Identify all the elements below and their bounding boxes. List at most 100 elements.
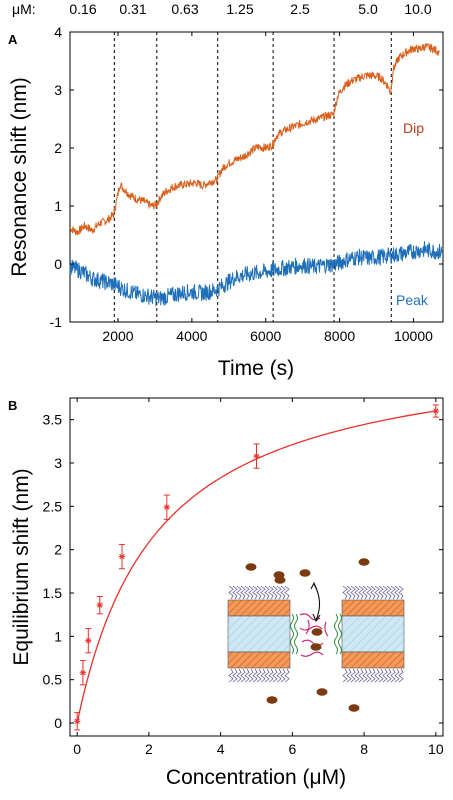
panel-a-plot-frame xyxy=(69,31,444,323)
lipid-chain xyxy=(236,585,242,600)
panel-b-data-points xyxy=(73,404,440,731)
data-point xyxy=(79,660,87,686)
lipid-chain xyxy=(256,585,262,600)
lipid-chain xyxy=(256,668,262,683)
lipid-chain xyxy=(386,668,392,683)
lipid-chain xyxy=(358,585,364,600)
panel-b-x-axis-title: Concentration (μM) xyxy=(166,766,346,789)
y-tick-label: 1.5 xyxy=(43,585,63,601)
lipid-chain xyxy=(248,585,254,600)
lipid-chain xyxy=(378,585,384,600)
molecule-icon xyxy=(310,643,322,651)
data-point xyxy=(432,404,440,418)
concentration-label: 2.5 xyxy=(290,1,310,17)
data-point xyxy=(73,712,81,731)
lipid-chain xyxy=(232,668,238,683)
concentration-label: 1.25 xyxy=(226,1,253,17)
series-line-dip xyxy=(69,43,440,236)
y-tick-label: 0 xyxy=(54,256,62,272)
lipid-chain xyxy=(366,585,372,600)
panel-b-x-ticks: 0 2 4 6 8 10 xyxy=(73,398,444,757)
lipid-chain xyxy=(390,585,396,600)
lipid-chain xyxy=(276,668,282,683)
data-point xyxy=(96,595,103,615)
y-tick-label: 2 xyxy=(54,542,62,558)
membrane-nanopore-schematic xyxy=(227,558,405,712)
lipid-chain xyxy=(228,585,234,600)
y-tick-label: 4 xyxy=(54,24,62,40)
concentration-label: 10.0 xyxy=(404,1,431,17)
concentration-label: 0.31 xyxy=(119,1,146,17)
lipid-chain xyxy=(268,585,274,600)
y-tick-label: 1 xyxy=(54,628,62,644)
x-tick-label: 0 xyxy=(73,741,81,757)
lipid-chain xyxy=(284,585,290,600)
data-point xyxy=(118,543,126,570)
lipid-chain xyxy=(236,668,242,683)
molecule-icon xyxy=(274,576,286,584)
lipid-chain xyxy=(272,668,278,683)
molecule-icon xyxy=(316,688,328,696)
lipid-chain xyxy=(268,668,274,683)
lipid-chain xyxy=(350,668,356,683)
x-tick-label: 10 xyxy=(428,741,444,757)
panel-a-letter: A xyxy=(8,32,18,47)
pore-wall-coating xyxy=(290,613,342,655)
concentration-labels: 0.16 0.31 0.63 1.25 2.5 5.0 10.0 xyxy=(69,1,431,17)
x-tick-label: 10000 xyxy=(394,328,433,344)
binding-arrow xyxy=(310,581,321,623)
lipid-chain xyxy=(244,668,250,683)
lipid-chain xyxy=(382,668,388,683)
series-label-peak: Peak xyxy=(396,292,429,308)
series-label-dip: Dip xyxy=(403,120,424,136)
lipid-chain xyxy=(386,585,392,600)
concentration-label: 0.16 xyxy=(69,1,96,17)
x-tick-label: 2 xyxy=(145,741,153,757)
right-blue-core xyxy=(341,615,405,653)
lipid-chain xyxy=(240,668,246,683)
right-orange-top xyxy=(341,599,405,617)
fit-curve-line xyxy=(76,410,436,724)
lipid-chain xyxy=(390,668,396,683)
panel-b-y-ticks: 0 0.5 1 1.5 2 2.5 3 3.5 xyxy=(43,412,443,731)
lipid-chain xyxy=(232,585,238,600)
panel-a-x-axis-title: Time (s) xyxy=(218,357,294,380)
y-tick-label: 2 xyxy=(54,140,62,156)
lipid-chain xyxy=(284,668,290,683)
lipid-chain xyxy=(260,585,266,600)
lipid-chain xyxy=(252,668,258,683)
lipid-chain xyxy=(346,585,352,600)
molecule-icon xyxy=(311,628,323,636)
lipid-chain xyxy=(374,585,380,600)
lipid-chain xyxy=(394,585,400,600)
molecule-icon xyxy=(358,558,370,566)
molecule-icon xyxy=(348,704,360,712)
lipid-chain xyxy=(252,585,258,600)
lipid-chain xyxy=(240,585,246,600)
panel-a-chart: A μM: 0.16 0.31 0.63 1.25 2.5 5.0 10.0 2000 400… xyxy=(8,1,444,380)
lipid-chain xyxy=(280,585,286,600)
lipid-chain xyxy=(362,585,368,600)
data-point xyxy=(85,628,92,654)
molecule-icon xyxy=(266,696,278,704)
lipid-chain xyxy=(394,668,400,683)
lipid-chain xyxy=(370,585,376,600)
concentration-prefix: μM: xyxy=(12,1,36,17)
lipid-chain xyxy=(362,668,368,683)
lipid-chain xyxy=(366,668,372,683)
lipid-chain xyxy=(354,585,360,600)
panel-b-chart: B 0 2 4 6 8 10 0 0.5 1 1.5 2 2.5 3 3.5 Concentration… xyxy=(8,397,444,789)
lipid-chain xyxy=(276,585,282,600)
lipid-chain xyxy=(264,585,270,600)
lipid-chain xyxy=(264,668,270,683)
lipid-chain xyxy=(374,668,380,683)
lipid-chain xyxy=(378,668,384,683)
fit-curve xyxy=(76,410,436,724)
series-line-peak xyxy=(69,241,444,307)
y-tick-label: 2.5 xyxy=(43,498,63,514)
x-tick-label: 4000 xyxy=(176,328,207,344)
x-tick-label: 6000 xyxy=(250,328,281,344)
y-tick-label: -1 xyxy=(50,314,63,330)
left-orange-bottom xyxy=(227,651,291,669)
y-tick-label: 1 xyxy=(54,198,62,214)
